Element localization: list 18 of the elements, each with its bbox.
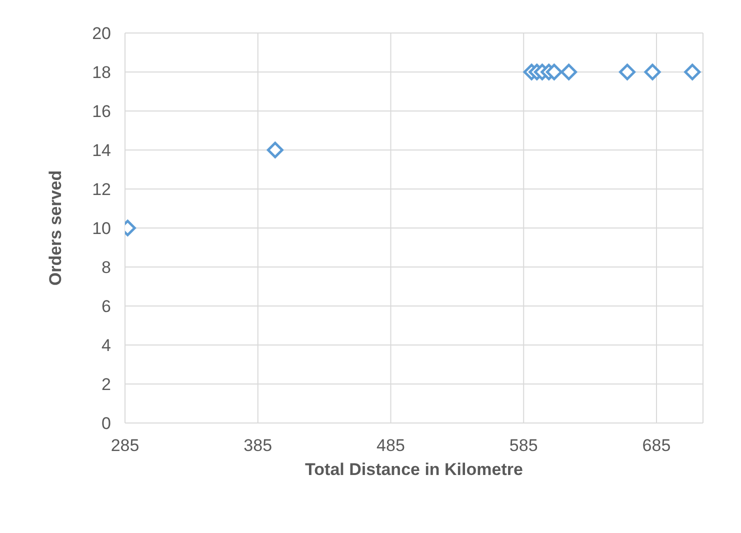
y-tick-label: 6 <box>102 297 111 316</box>
y-tick-label: 10 <box>92 219 111 238</box>
x-tick-label: 385 <box>244 436 272 456</box>
x-tick-label: 585 <box>509 436 538 456</box>
x-axis-title: Total Distance in Kilometre <box>305 460 523 479</box>
y-tick-label: 14 <box>92 141 111 160</box>
y-tick-label: 4 <box>102 336 111 356</box>
y-tick-label: 2 <box>102 375 111 394</box>
y-tick-label: 12 <box>92 180 111 200</box>
y-tick-label: 18 <box>92 63 111 82</box>
y-tick-label: 20 <box>92 24 111 44</box>
y-tick-label: 8 <box>102 258 111 278</box>
y-tick-label: 0 <box>102 414 111 434</box>
x-tick-label: 285 <box>110 436 140 456</box>
y-tick-label: 16 <box>92 102 111 122</box>
x-tick-label: 485 <box>376 436 405 456</box>
y-axis-title: Orders served <box>46 170 66 286</box>
x-tick-label: 685 <box>642 436 671 456</box>
